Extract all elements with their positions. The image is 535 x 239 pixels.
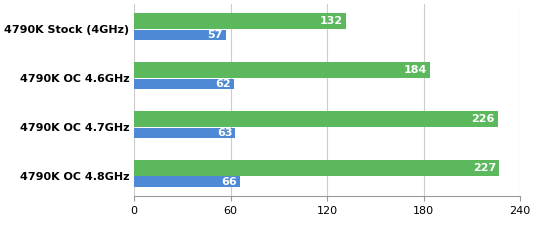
Bar: [134, 79, 234, 89]
Bar: [134, 13, 347, 28]
Bar: [134, 30, 226, 40]
Bar: [134, 62, 430, 77]
Bar: [134, 127, 235, 138]
Text: 57: 57: [207, 30, 223, 40]
Text: 66: 66: [221, 177, 237, 187]
Bar: [134, 111, 498, 126]
Text: 226: 226: [471, 114, 494, 124]
Bar: [134, 160, 499, 175]
Text: 63: 63: [217, 128, 232, 138]
Bar: [134, 176, 240, 187]
Text: 227: 227: [473, 163, 496, 173]
Text: 132: 132: [320, 16, 343, 26]
Text: 184: 184: [403, 65, 427, 75]
Text: 62: 62: [215, 79, 231, 89]
